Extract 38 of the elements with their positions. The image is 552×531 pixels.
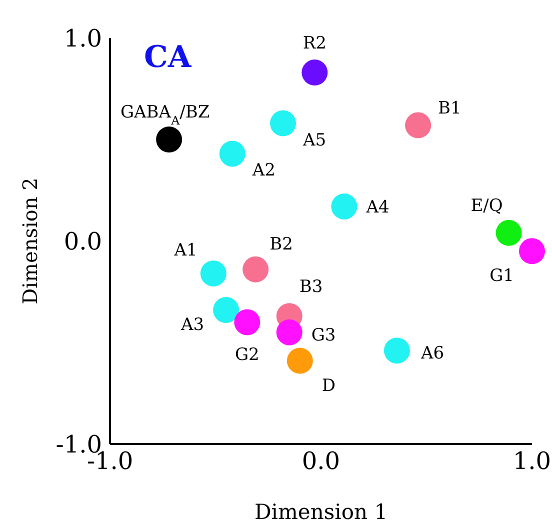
annotation: B1 xyxy=(438,98,462,118)
annotation: G3 xyxy=(311,325,336,346)
x-tick-label: 0.0 xyxy=(302,447,340,476)
chart-title: CA xyxy=(144,40,192,75)
x-tick-label: 1.0 xyxy=(512,447,552,476)
annotation: A1 xyxy=(173,240,198,260)
y-axis-title: Dimension 2 xyxy=(18,178,42,304)
annotation: D xyxy=(322,376,336,396)
annotation: R2 xyxy=(302,34,326,54)
annotation: A4 xyxy=(365,197,390,218)
x-axis-title: Dimension 1 xyxy=(254,500,388,524)
point xyxy=(242,256,269,282)
annotation: A6 xyxy=(420,344,444,364)
annotation: E/Q xyxy=(470,196,503,216)
annotation: A5 xyxy=(302,130,326,150)
point xyxy=(156,126,182,152)
point xyxy=(519,238,545,264)
point xyxy=(219,140,246,167)
annotation: G1 xyxy=(490,266,514,286)
annotation: B3 xyxy=(299,277,323,298)
point xyxy=(384,338,410,364)
point xyxy=(213,297,240,324)
point xyxy=(405,112,432,138)
y-tick-label: 1.0 xyxy=(64,24,102,53)
point xyxy=(270,110,296,136)
annotation: A2 xyxy=(251,160,276,181)
point xyxy=(276,319,302,346)
y-tick-label: 0.0 xyxy=(64,228,102,256)
annotation: B2 xyxy=(270,234,293,254)
point xyxy=(286,348,313,374)
point xyxy=(331,193,358,220)
point xyxy=(496,220,522,246)
point xyxy=(234,309,260,336)
point xyxy=(302,60,328,86)
annotation: GABA$_{A}$/BZ xyxy=(120,102,210,128)
point xyxy=(200,260,226,286)
annotation: G2 xyxy=(234,345,260,366)
annotation: A3 xyxy=(180,315,204,336)
